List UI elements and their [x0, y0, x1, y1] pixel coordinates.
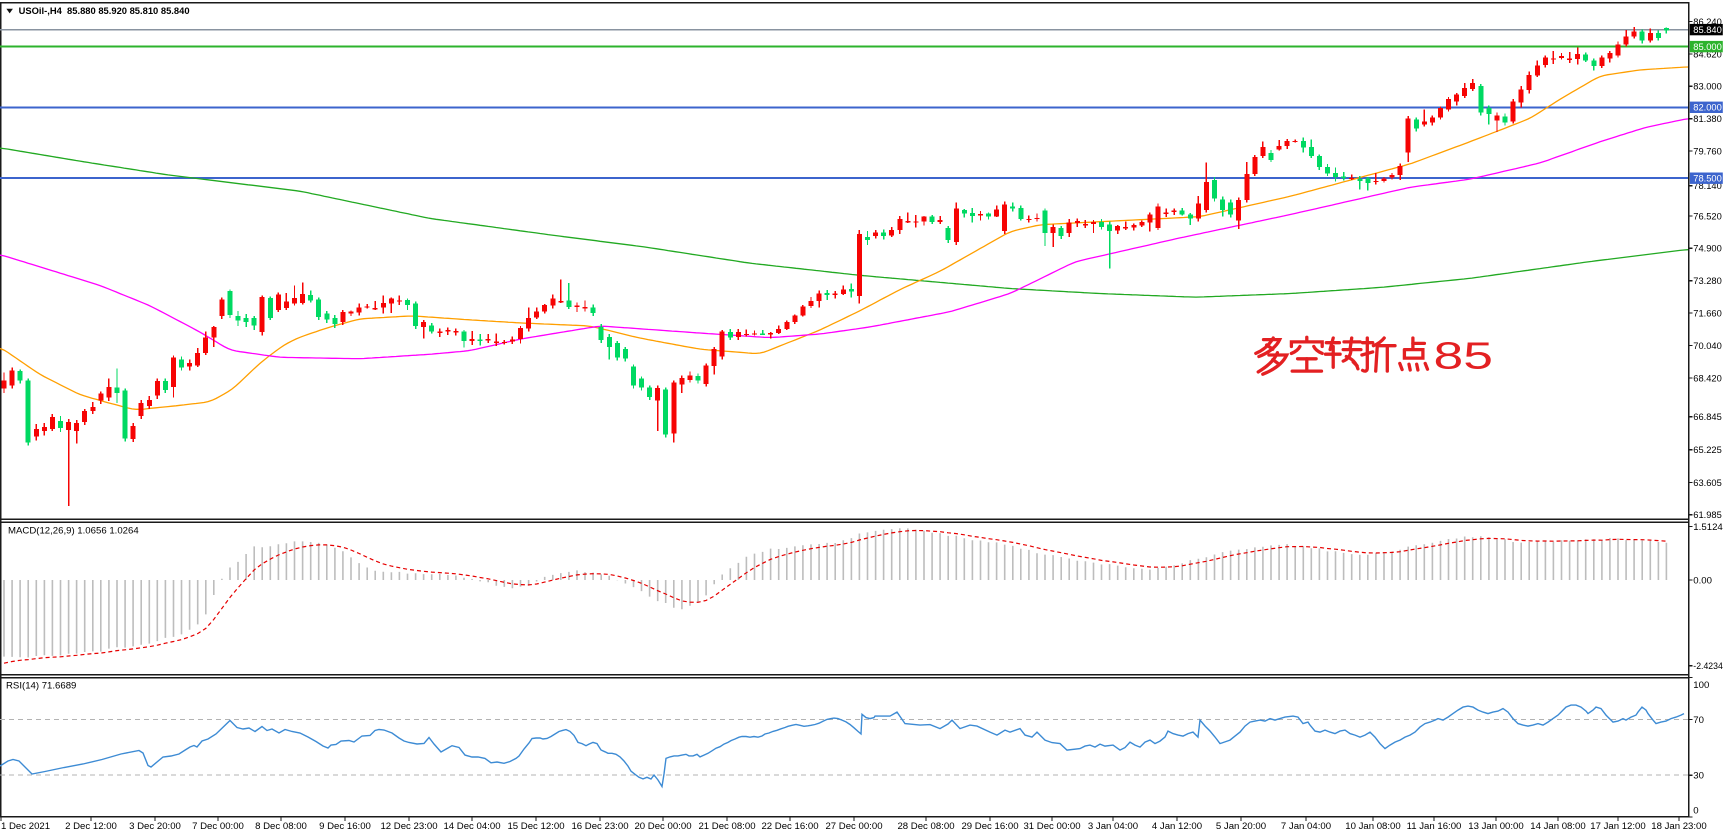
svg-text:85.840: 85.840 — [1693, 25, 1722, 36]
svg-text:16 Dec 23:00: 16 Dec 23:00 — [571, 821, 628, 832]
svg-text:4 Jan 12:00: 4 Jan 12:00 — [1152, 821, 1202, 832]
svg-text:29 Dec 16:00: 29 Dec 16:00 — [961, 821, 1018, 832]
svg-text:USOil-,H4 85.880 85.920 85.81: USOil-,H4 85.880 85.920 85.810 85.840 — [19, 5, 190, 16]
svg-text:21 Dec 08:00: 21 Dec 08:00 — [698, 821, 755, 832]
svg-text:9 Dec 16:00: 9 Dec 16:00 — [319, 821, 371, 832]
svg-text:81.380: 81.380 — [1693, 114, 1722, 125]
svg-text:3 Dec 20:00: 3 Dec 20:00 — [129, 821, 181, 832]
svg-text:14 Dec 04:00: 14 Dec 04:00 — [443, 821, 500, 832]
svg-text:0: 0 — [1693, 806, 1698, 817]
svg-text:7 Jan 04:00: 7 Jan 04:00 — [1281, 821, 1331, 832]
svg-text:82.000: 82.000 — [1693, 103, 1722, 114]
svg-text:84.620: 84.620 — [1693, 49, 1722, 60]
svg-text:66.845: 66.845 — [1693, 412, 1722, 423]
svg-text:17 Jan 12:00: 17 Jan 12:00 — [1590, 821, 1645, 832]
svg-text:65.225: 65.225 — [1693, 445, 1722, 456]
svg-text:18 Jan 23:00: 18 Jan 23:00 — [1651, 821, 1706, 832]
svg-text:-2.4234: -2.4234 — [1693, 661, 1723, 672]
svg-text:1.5124: 1.5124 — [1693, 522, 1723, 533]
svg-text:70.040: 70.040 — [1693, 341, 1722, 352]
svg-text:5 Jan 20:00: 5 Jan 20:00 — [1216, 821, 1266, 832]
svg-text:83.000: 83.000 — [1693, 82, 1722, 93]
svg-text:30: 30 — [1693, 771, 1704, 782]
svg-text:28 Dec 08:00: 28 Dec 08:00 — [897, 821, 954, 832]
svg-text:63.605: 63.605 — [1693, 478, 1722, 489]
svg-text:20 Dec 00:00: 20 Dec 00:00 — [634, 821, 691, 832]
svg-text:3 Jan 04:00: 3 Jan 04:00 — [1088, 821, 1138, 832]
svg-text:27 Dec 00:00: 27 Dec 00:00 — [825, 821, 882, 832]
svg-text:73.280: 73.280 — [1693, 276, 1722, 287]
svg-text:61.985: 61.985 — [1693, 510, 1722, 521]
svg-text:78.140: 78.140 — [1693, 181, 1722, 192]
svg-text:12 Dec 23:00: 12 Dec 23:00 — [380, 821, 437, 832]
svg-text:71.660: 71.660 — [1693, 309, 1722, 320]
svg-text:2 Dec 12:00: 2 Dec 12:00 — [65, 821, 117, 832]
svg-text:78.500: 78.500 — [1693, 174, 1722, 185]
svg-text:8 Dec 08:00: 8 Dec 08:00 — [255, 821, 307, 832]
svg-text:85: 85 — [1434, 336, 1494, 378]
svg-text:76.520: 76.520 — [1693, 211, 1722, 222]
svg-text:74.900: 74.900 — [1693, 244, 1722, 255]
svg-text:11 Jan 16:00: 11 Jan 16:00 — [1407, 821, 1462, 832]
svg-text:70: 70 — [1693, 715, 1704, 726]
svg-text:10 Jan 08:00: 10 Jan 08:00 — [1345, 821, 1400, 832]
svg-text:RSI(14) 71.6689: RSI(14) 71.6689 — [6, 681, 76, 692]
svg-text:7 Dec 00:00: 7 Dec 00:00 — [192, 821, 244, 832]
svg-text:86.240: 86.240 — [1693, 17, 1722, 28]
svg-text:MACD(12,26,9) 1.0656 1.0264: MACD(12,26,9) 1.0656 1.0264 — [8, 526, 139, 537]
svg-text:85.000: 85.000 — [1693, 42, 1722, 53]
svg-text:79.760: 79.760 — [1693, 147, 1722, 158]
svg-text:13 Jan 00:00: 13 Jan 00:00 — [1468, 821, 1523, 832]
svg-text:0.00: 0.00 — [1693, 575, 1712, 586]
svg-text:68.420: 68.420 — [1693, 373, 1722, 384]
svg-text:14 Jan 08:00: 14 Jan 08:00 — [1530, 821, 1585, 832]
svg-text:100: 100 — [1693, 680, 1709, 691]
svg-text:15 Dec 12:00: 15 Dec 12:00 — [507, 821, 564, 832]
svg-text:22 Dec 16:00: 22 Dec 16:00 — [761, 821, 818, 832]
svg-text:31 Dec 00:00: 31 Dec 00:00 — [1023, 821, 1080, 832]
svg-text:1 Dec 2021: 1 Dec 2021 — [1, 821, 50, 832]
